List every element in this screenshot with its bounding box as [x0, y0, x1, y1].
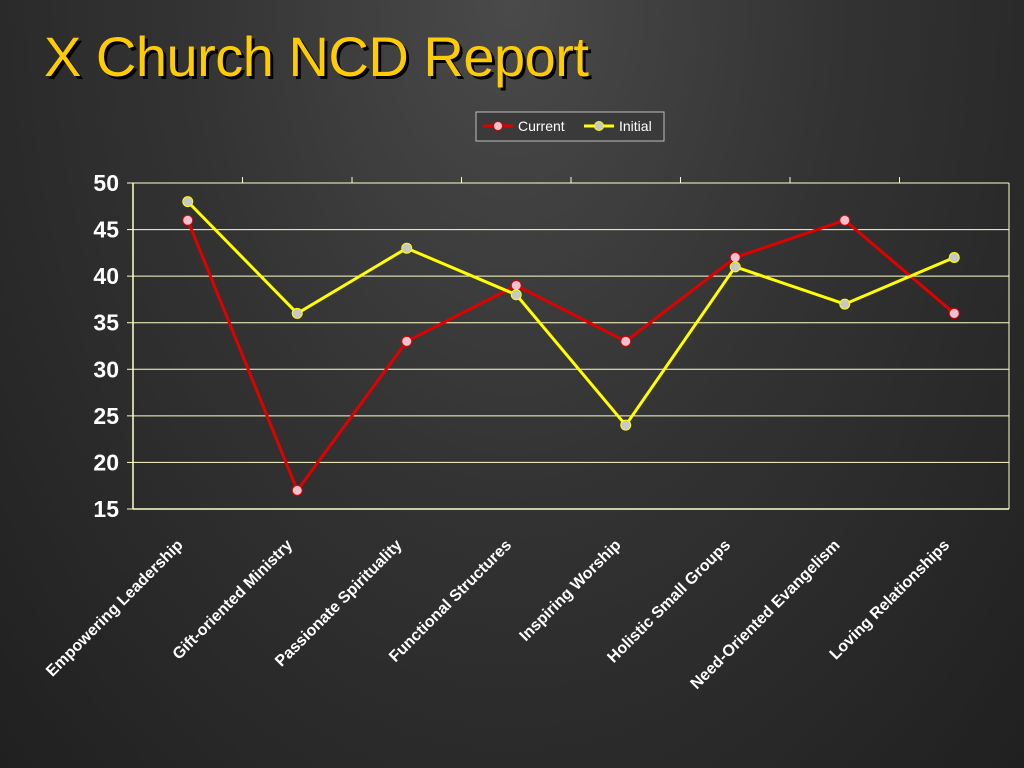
- x-tick-label: Empowering Leadership: [43, 537, 187, 681]
- data-point-initial: [182, 196, 194, 208]
- data-point-current: [182, 214, 194, 226]
- grid-lines: [133, 182, 1009, 463]
- x-tick-label: Passionate Spirituality: [272, 537, 405, 670]
- y-tick-label: 40: [93, 263, 119, 289]
- data-point-initial: [291, 307, 303, 319]
- legend-current-label: Current: [518, 118, 565, 134]
- series-line-current: [186, 218, 956, 492]
- data-point-current: [291, 484, 303, 496]
- x-tick-label: Holistic Small Groups: [604, 537, 734, 667]
- data-point-initial: [729, 261, 741, 273]
- data-series: [182, 196, 960, 496]
- data-point-current: [620, 335, 632, 347]
- data-point-current: [948, 307, 960, 319]
- x-tick-label: Inspiring Worship: [517, 537, 625, 645]
- legend-current-marker: [493, 121, 503, 131]
- y-tick-label: 35: [93, 310, 119, 336]
- data-point-initial: [620, 419, 632, 431]
- y-tick-label: 15: [93, 496, 119, 522]
- y-tick-label: 45: [93, 217, 119, 243]
- series-line-initial: [186, 200, 955, 427]
- x-tick-label: Gift-oriented Ministry: [170, 537, 296, 663]
- data-point-initial: [948, 252, 960, 264]
- y-axis-ticks: 15 20 25 30 35 40 45 50: [93, 170, 119, 522]
- data-point-current: [510, 279, 522, 291]
- slide-title: X Church NCD Report: [44, 25, 589, 88]
- legend-initial-label: Initial: [619, 118, 652, 134]
- y-tick-label: 25: [93, 403, 119, 429]
- data-point-initial: [839, 298, 851, 310]
- x-tick-label: Functional Structures: [386, 537, 515, 666]
- legend-initial-marker: [594, 121, 604, 131]
- axes: [127, 177, 1010, 510]
- data-point-current: [401, 335, 413, 347]
- data-point-current: [839, 214, 851, 226]
- data-point-current: [729, 252, 741, 264]
- y-tick-label: 30: [93, 356, 119, 382]
- x-tick-label: Loving Relationships: [827, 537, 953, 663]
- y-tick-label: 50: [93, 170, 119, 196]
- data-point-initial: [401, 242, 413, 254]
- y-tick-label: 20: [93, 449, 119, 475]
- data-point-initial: [510, 289, 522, 301]
- chart-legend: Current Initial: [475, 111, 665, 142]
